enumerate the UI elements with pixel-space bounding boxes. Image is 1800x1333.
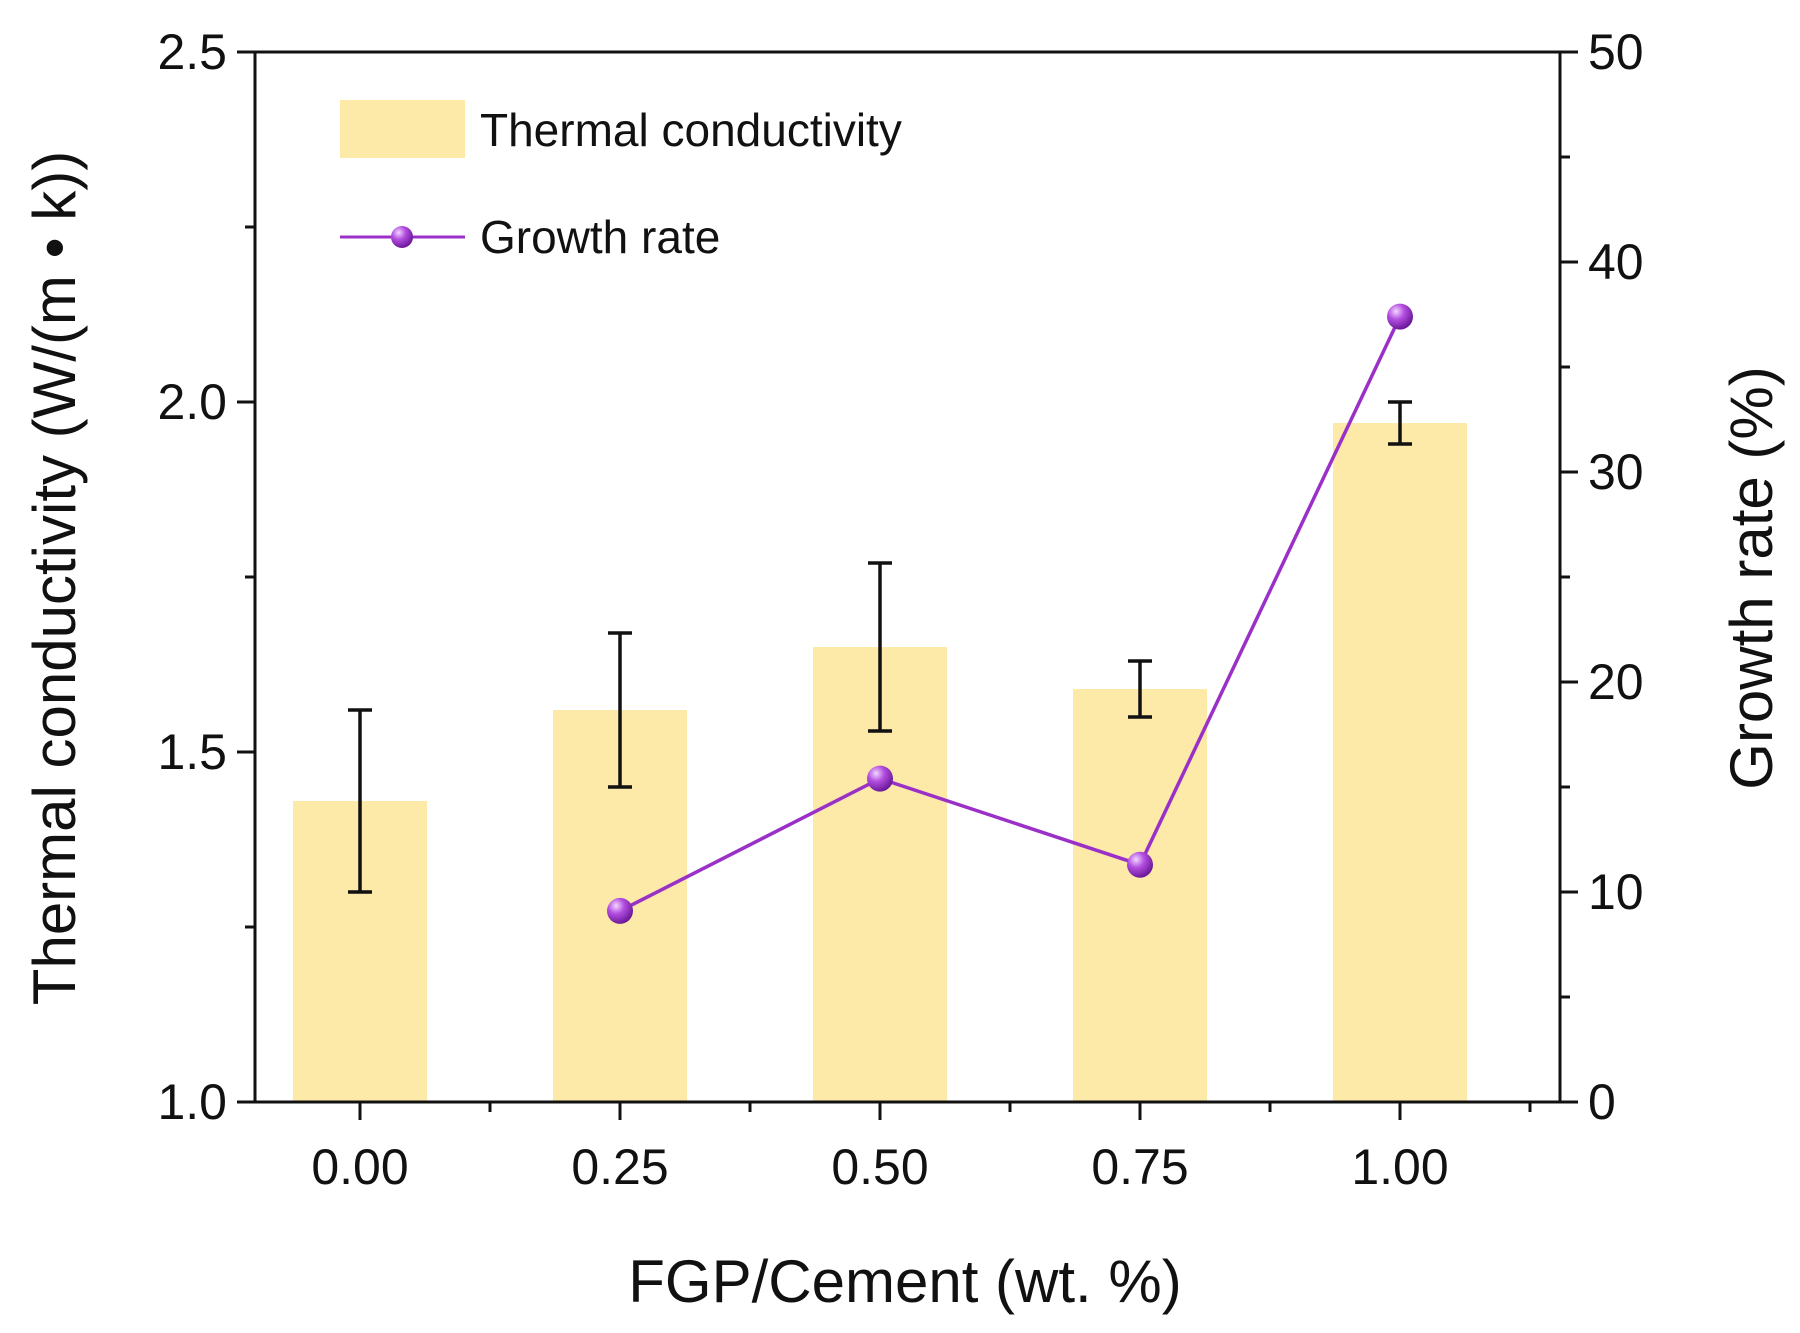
legend-label-thermal-conductivity: Thermal conductivity: [480, 104, 902, 156]
growth-point-0.50: [867, 766, 893, 792]
legend-label-growth-rate: Growth rate: [480, 211, 720, 263]
y-axis-title: Thermal conductivity (W/(m • k)): [21, 151, 88, 1005]
y2-tick-label-10: 10: [1588, 864, 1644, 920]
bar-1.00: [1333, 423, 1467, 1102]
growth-line-layer: [607, 304, 1413, 924]
growth-point-0.25: [607, 898, 633, 924]
y2-tick-label-0: 0: [1588, 1074, 1616, 1130]
legend: Thermal conductivity Growth rate: [340, 100, 902, 263]
y2-tick-label-50: 50: [1588, 24, 1644, 80]
y-tick-label-2.5: 2.5: [157, 24, 227, 80]
x-tick-label-0.75: 0.75: [1091, 1139, 1188, 1195]
legend-marker-growth-rate: [391, 226, 413, 248]
y-tick-label-1.5: 1.5: [157, 724, 227, 780]
x-tick-label-0.00: 0.00: [311, 1139, 408, 1195]
chart: 1.0 1.5 2.0 2.5 0 10 20 30 40 50 0.00 0.25 0.50 0.75 1…: [0, 0, 1800, 1333]
growth-point-0.75: [1127, 852, 1153, 878]
y2-tick-label-40: 40: [1588, 234, 1644, 290]
x-tick-label-0.50: 0.50: [831, 1139, 928, 1195]
growth-rate-line: [620, 317, 1400, 911]
y-tick-label-2.0: 2.0: [157, 374, 227, 430]
y2-tick-label-30: 30: [1588, 444, 1644, 500]
bar-0.75: [1073, 689, 1207, 1102]
bars-layer: [293, 423, 1467, 1102]
y2-axis-title: Growth rate (%): [1718, 366, 1785, 789]
x-tick-label-0.25: 0.25: [571, 1139, 668, 1195]
y-tick-label-1.0: 1.0: [157, 1074, 227, 1130]
x-tick-label-1.00: 1.00: [1351, 1139, 1448, 1195]
growth-point-1.00: [1387, 304, 1413, 330]
y2-tick-label-20: 20: [1588, 654, 1644, 710]
x-axis-title: FGP/Cement (wt. %): [628, 1248, 1181, 1315]
legend-swatch-thermal-conductivity: [340, 100, 465, 158]
